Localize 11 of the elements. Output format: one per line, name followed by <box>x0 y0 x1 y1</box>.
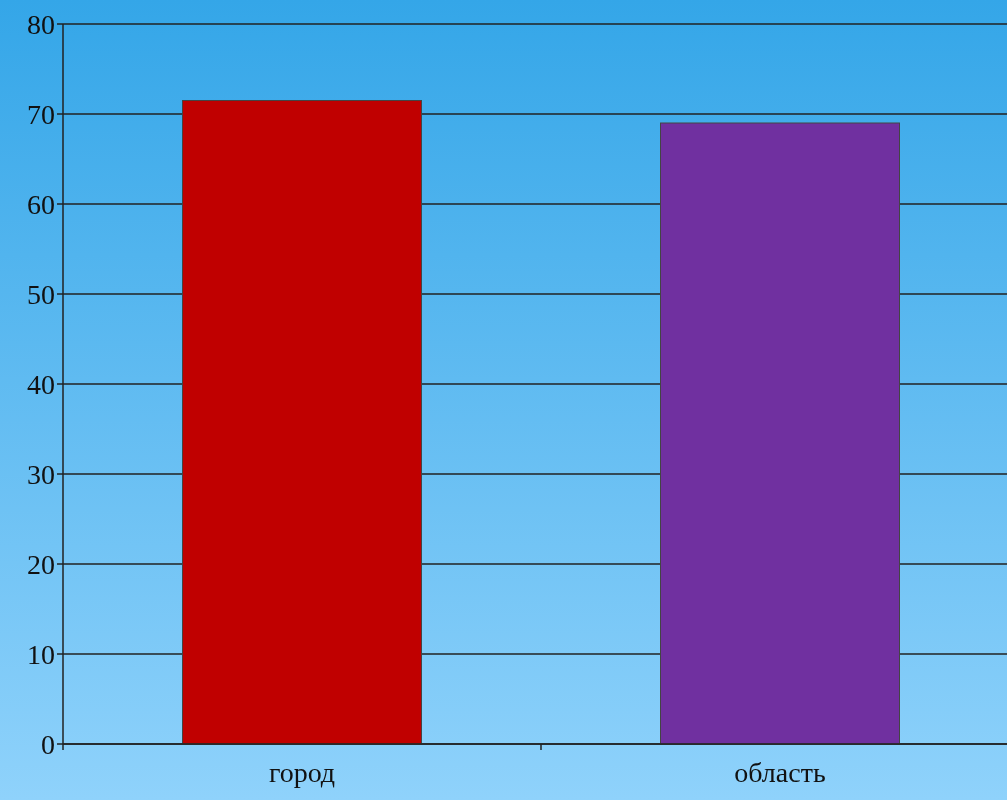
y-tick-label: 60 <box>27 188 55 220</box>
y-tick-label: 50 <box>27 278 55 310</box>
y-tick-label: 80 <box>27 8 55 40</box>
y-tick-label: 70 <box>27 98 55 130</box>
x-tick-label: область <box>734 757 826 788</box>
y-tick-label: 30 <box>27 458 55 490</box>
y-tick-label: 20 <box>27 548 55 580</box>
y-tick-label: 10 <box>27 638 55 670</box>
y-tick-label: 40 <box>27 368 55 400</box>
y-tick-label: 0 <box>41 728 55 760</box>
x-tick-label: город <box>268 757 336 788</box>
